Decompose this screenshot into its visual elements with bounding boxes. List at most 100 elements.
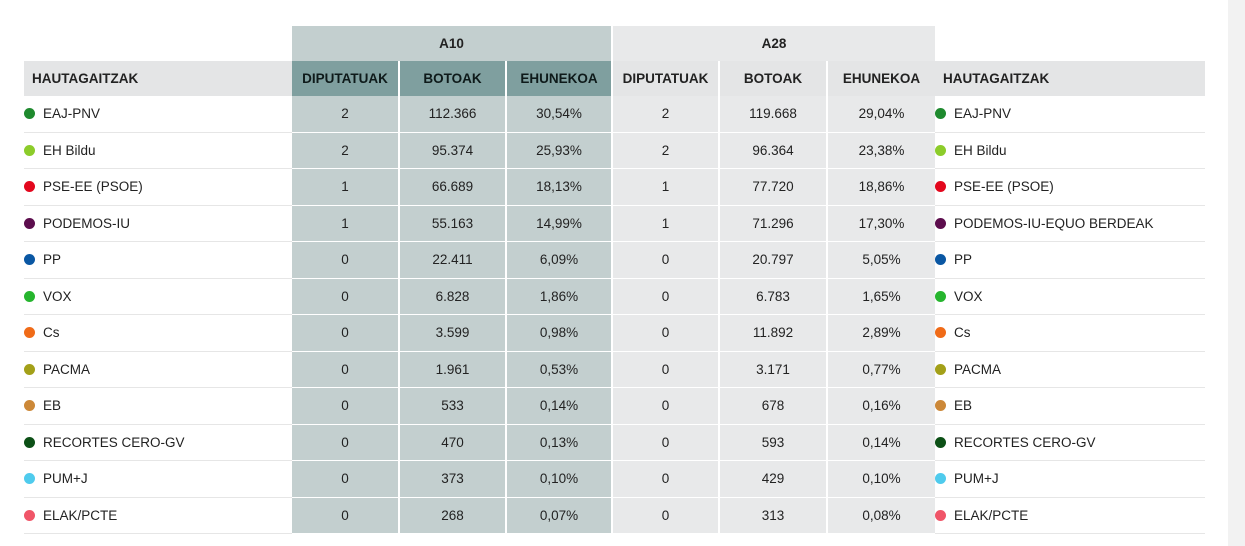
party-color-dot-icon [24, 254, 35, 266]
a28-seats-cell: 0 [611, 387, 719, 425]
a28-seats-cell: 2 [611, 96, 719, 133]
table-row: PSE-EE (PSOE) 1 66.689 18,13% 1 77.720 18,86% P… [24, 168, 1205, 206]
a28-votes-cell: 3.171 [718, 351, 827, 388]
party-cell-left: EB [24, 387, 292, 425]
a10-pct-cell: 0,10% [505, 460, 612, 498]
group-header-a28: A28 [611, 26, 935, 61]
party-name: PODEMOS-IU [43, 215, 131, 231]
party-color-dot-icon [935, 509, 946, 521]
header-a28-pct: EHUNEKOA [826, 61, 935, 96]
a28-votes-cell: 96.364 [718, 132, 827, 169]
party-name: PP [954, 252, 973, 268]
party-name: PP [43, 252, 62, 268]
a28-pct-cell: 2,89% [826, 314, 935, 352]
a28-pct-cell: 1,65% [826, 278, 935, 315]
table-row: EAJ-PNV 2 112.366 30,54% 2 119.668 29,04% EAJ-P… [24, 96, 1205, 133]
a10-votes-cell: 3.599 [398, 314, 506, 352]
column-header-row: HAUTAGAITZAK DIPUTATUAK BOTOAK EHUNEKOA … [24, 61, 1205, 96]
party-cell-right: PODEMOS-IU-EQUO BERDEAK [935, 205, 1205, 242]
party-name: VOX [43, 288, 72, 304]
a10-seats-cell: 0 [292, 241, 399, 279]
party-color-dot-icon [24, 436, 35, 448]
party-cell-left: RECORTES CERO-GV [24, 424, 292, 461]
results-body: EAJ-PNV 2 112.366 30,54% 2 119.668 29,04% EAJ-P… [24, 96, 1205, 534]
table-row: PODEMOS-IU 1 55.163 14,99% 1 71.296 17,30% PODE… [24, 205, 1205, 242]
party-color-dot-icon [24, 400, 35, 412]
a28-votes-cell: 77.720 [718, 168, 827, 206]
a28-votes-cell: 313 [718, 497, 827, 534]
a28-pct-cell: 29,04% [826, 96, 935, 133]
a10-pct-cell: 30,54% [505, 96, 612, 133]
party-name: EB [954, 398, 973, 414]
a28-pct-cell: 18,86% [826, 168, 935, 206]
a10-seats-cell: 0 [292, 387, 399, 425]
party-color-dot-icon [935, 108, 946, 120]
a10-votes-cell: 533 [398, 387, 506, 425]
party-name: EAJ-PNV [43, 106, 101, 122]
a28-votes-cell: 593 [718, 424, 827, 461]
a28-seats-cell: 1 [611, 168, 719, 206]
party-name: Cs [954, 325, 971, 341]
header-a10-pct: EHUNEKOA [505, 61, 612, 96]
a28-seats-cell: 2 [611, 132, 719, 169]
party-name: PSE-EE (PSOE) [954, 179, 1054, 195]
a10-votes-cell: 112.366 [398, 96, 506, 133]
a10-seats-cell: 2 [292, 96, 399, 133]
party-color-dot-icon [24, 509, 35, 521]
table-row: VOX 0 6.828 1,86% 0 6.783 1,65% VOX [24, 278, 1205, 315]
party-cell-left: EH Bildu [24, 132, 292, 169]
a10-seats-cell: 0 [292, 351, 399, 388]
party-name: RECORTES CERO-GV [43, 434, 185, 450]
a10-pct-cell: 0,53% [505, 351, 612, 388]
party-color-dot-icon [935, 400, 946, 412]
a10-pct-cell: 0,07% [505, 497, 612, 534]
group-header-a10: A10 [292, 26, 612, 61]
party-cell-left: VOX [24, 278, 292, 315]
a28-seats-cell: 0 [611, 424, 719, 461]
a10-seats-cell: 0 [292, 497, 399, 534]
a28-seats-cell: 0 [611, 351, 719, 388]
party-name: PSE-EE (PSOE) [43, 179, 143, 195]
a28-seats-cell: 0 [611, 497, 719, 534]
party-cell-right: PACMA [935, 351, 1205, 388]
party-name: RECORTES CERO-GV [954, 434, 1096, 450]
a28-pct-cell: 0,10% [826, 460, 935, 498]
a10-pct-cell: 0,13% [505, 424, 612, 461]
a10-pct-cell: 14,99% [505, 205, 612, 242]
table-row: RECORTES CERO-GV 0 470 0,13% 0 593 0,14% RECORT… [24, 424, 1205, 461]
party-cell-left: PUM+J [24, 460, 292, 498]
table-row: ELAK/PCTE 0 268 0,07% 0 313 0,08% ELAK/PCTE [24, 497, 1205, 534]
party-name: ELAK/PCTE [43, 507, 118, 523]
party-color-dot-icon [935, 254, 946, 266]
a28-votes-cell: 429 [718, 460, 827, 498]
a10-seats-cell: 0 [292, 314, 399, 352]
a10-seats-cell: 1 [292, 168, 399, 206]
party-cell-right: ELAK/PCTE [935, 497, 1205, 534]
party-color-dot-icon [935, 144, 946, 156]
party-color-dot-icon [935, 327, 946, 339]
party-cell-right: EH Bildu [935, 132, 1205, 169]
a28-seats-cell: 0 [611, 460, 719, 498]
table-row: EB 0 533 0,14% 0 678 0,16% EB [24, 387, 1205, 425]
party-color-dot-icon [24, 108, 35, 120]
a28-seats-cell: 0 [611, 278, 719, 315]
party-color-dot-icon [24, 327, 35, 339]
a28-votes-cell: 6.783 [718, 278, 827, 315]
a10-votes-cell: 66.689 [398, 168, 506, 206]
table-row: PACMA 0 1.961 0,53% 0 3.171 0,77% PACMA [24, 351, 1205, 388]
party-name: VOX [954, 288, 983, 304]
party-name: PODEMOS-IU-EQUO BERDEAK [954, 215, 1154, 231]
a10-pct-cell: 6,09% [505, 241, 612, 279]
party-cell-right: PP [935, 241, 1205, 279]
a10-seats-cell: 2 [292, 132, 399, 169]
table-row: Cs 0 3.599 0,98% 0 11.892 2,89% Cs [24, 314, 1205, 352]
table-row: PP 0 22.411 6,09% 0 20.797 5,05% PP [24, 241, 1205, 279]
a10-seats-cell: 1 [292, 205, 399, 242]
a28-seats-cell: 0 [611, 241, 719, 279]
header-a10-seats: DIPUTATUAK [292, 61, 399, 96]
party-cell-right: EAJ-PNV [935, 96, 1205, 133]
party-cell-left: ELAK/PCTE [24, 497, 292, 534]
a10-votes-cell: 268 [398, 497, 506, 534]
party-cell-left: PODEMOS-IU [24, 205, 292, 242]
